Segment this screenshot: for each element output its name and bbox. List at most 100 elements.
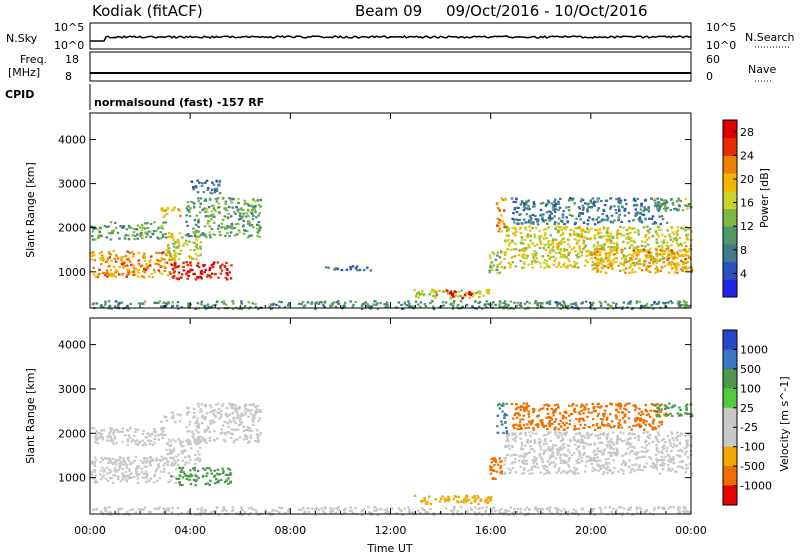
range-cell bbox=[597, 465, 600, 468]
range-cell bbox=[168, 258, 171, 261]
range-cell bbox=[559, 197, 562, 200]
range-cell bbox=[589, 457, 593, 460]
range-cell bbox=[558, 447, 561, 450]
nsky-panel: N.Sky 10^5 10^0 10^5 10^0 N.Search bbox=[6, 21, 795, 52]
range-cell bbox=[597, 426, 600, 429]
range-cell bbox=[615, 447, 619, 450]
range-cell bbox=[129, 462, 132, 465]
range-cell bbox=[165, 248, 168, 251]
range-cell bbox=[209, 469, 213, 472]
range-cell bbox=[370, 511, 373, 514]
range-cell bbox=[467, 498, 471, 502]
range-cell bbox=[559, 456, 562, 459]
range-cell bbox=[491, 251, 494, 254]
range-cell bbox=[503, 414, 506, 417]
range-cell bbox=[664, 412, 668, 415]
range-cell bbox=[114, 470, 118, 473]
range-cell bbox=[500, 508, 503, 511]
range-cell bbox=[97, 235, 101, 238]
range-cell bbox=[208, 225, 211, 228]
range-cell bbox=[173, 459, 176, 462]
range-cell bbox=[653, 506, 656, 510]
range-cell bbox=[242, 429, 245, 433]
range-cell bbox=[639, 456, 642, 459]
range-cell bbox=[240, 217, 244, 220]
range-cell bbox=[275, 303, 278, 306]
range-cell bbox=[609, 438, 613, 441]
range-cell bbox=[617, 426, 620, 429]
range-cell bbox=[519, 427, 522, 430]
range-cell bbox=[559, 307, 562, 310]
range-cell bbox=[193, 469, 196, 472]
range-cell bbox=[167, 481, 170, 484]
range-cell bbox=[99, 473, 102, 476]
range-cell bbox=[166, 274, 170, 277]
range-cell bbox=[174, 420, 177, 423]
range-cell bbox=[471, 305, 474, 308]
range-cell bbox=[223, 302, 226, 305]
range-cell bbox=[645, 266, 649, 269]
range-cell bbox=[574, 301, 578, 304]
range-cell bbox=[507, 307, 511, 310]
range-cell bbox=[553, 208, 557, 211]
range-cell bbox=[676, 431, 679, 434]
range-cell bbox=[303, 510, 307, 513]
range-cell bbox=[684, 412, 687, 415]
range-cell bbox=[582, 408, 586, 411]
range-cell bbox=[417, 509, 420, 512]
range-cell bbox=[157, 438, 161, 441]
range-cell bbox=[581, 441, 585, 444]
range-cell bbox=[191, 201, 195, 204]
range-cell bbox=[159, 460, 162, 463]
range-cell bbox=[528, 207, 532, 211]
range-cell bbox=[644, 446, 647, 449]
range-cell bbox=[173, 253, 176, 256]
range-cell bbox=[200, 233, 203, 236]
range-cell bbox=[246, 220, 250, 223]
range-cell bbox=[105, 225, 108, 229]
scatter-region bbox=[503, 225, 694, 270]
range-cell bbox=[125, 258, 129, 261]
range-cell bbox=[510, 462, 513, 465]
range-cell bbox=[153, 507, 156, 511]
range-cell bbox=[129, 476, 132, 479]
range-cell bbox=[532, 254, 536, 257]
range-cell bbox=[621, 454, 624, 457]
range-cell bbox=[533, 450, 536, 453]
range-cell bbox=[169, 456, 172, 459]
range-cell bbox=[564, 454, 567, 457]
range-cell bbox=[686, 207, 689, 210]
range-cell bbox=[99, 478, 103, 481]
range-cell bbox=[331, 510, 335, 513]
range-cell bbox=[432, 512, 436, 515]
range-cell bbox=[560, 303, 563, 307]
range-cell bbox=[329, 305, 333, 308]
range-cell bbox=[251, 508, 254, 511]
range-cell bbox=[98, 226, 102, 229]
range-cell bbox=[683, 266, 686, 269]
range-cell bbox=[429, 302, 432, 305]
range-cell bbox=[617, 216, 620, 219]
range-cell bbox=[197, 265, 201, 269]
range-cell bbox=[619, 405, 623, 408]
range-cell bbox=[548, 506, 552, 509]
range-cell bbox=[544, 232, 547, 235]
range-cell bbox=[560, 242, 564, 245]
range-cell bbox=[104, 457, 107, 460]
range-cell bbox=[444, 301, 448, 304]
range-cell bbox=[678, 301, 682, 304]
range-cell bbox=[577, 205, 581, 209]
range-cell bbox=[246, 208, 250, 212]
range-cell bbox=[141, 269, 145, 273]
range-cell bbox=[564, 471, 567, 474]
range-cell bbox=[240, 300, 243, 303]
range-cell bbox=[513, 207, 517, 210]
range-cell bbox=[654, 197, 657, 201]
range-cell bbox=[224, 202, 227, 205]
range-cell bbox=[189, 261, 192, 264]
range-cell bbox=[666, 206, 669, 209]
range-cell bbox=[670, 227, 674, 230]
range-cell bbox=[143, 259, 147, 263]
range-cell bbox=[399, 509, 402, 512]
range-cell bbox=[163, 304, 166, 307]
